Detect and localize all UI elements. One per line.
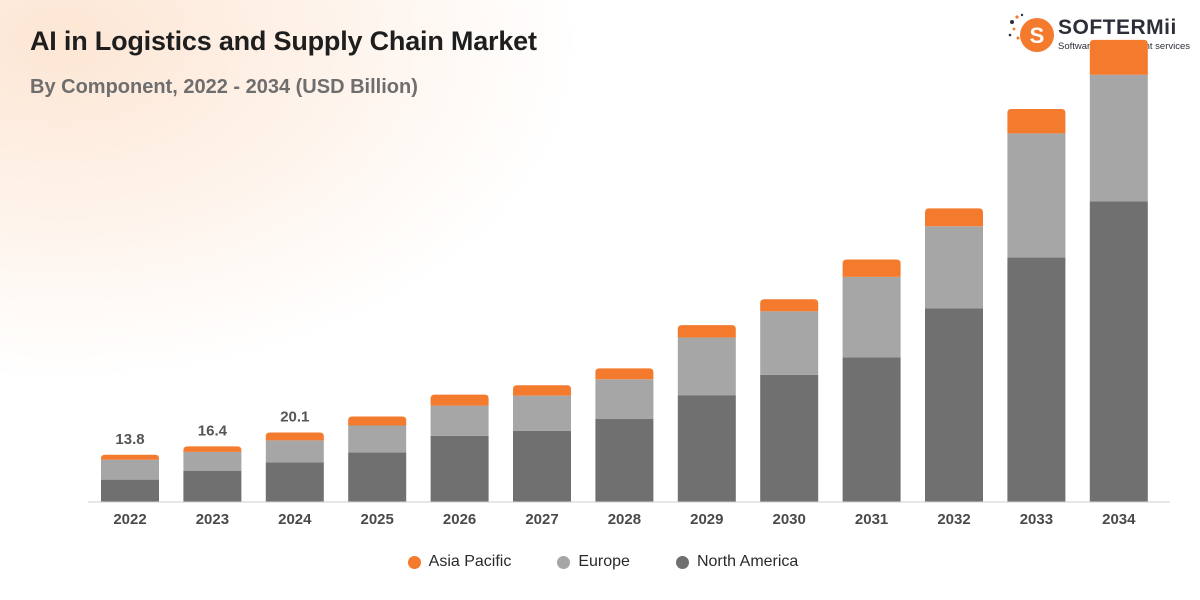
x-tick-label-2023: 2023	[196, 511, 229, 528]
x-tick-label-2030: 2030	[773, 511, 806, 528]
bar-segment-europe-2026	[430, 405, 489, 436]
data-label-2022: 13.8	[115, 431, 144, 448]
bar-segment-europe-2031	[842, 276, 901, 358]
bar-segment-north-america-2034	[1089, 201, 1148, 502]
bar-segment-europe-2022	[101, 459, 159, 480]
bar-segment-asia-pacific-2023	[183, 446, 242, 452]
bar-segment-north-america-2022	[101, 479, 159, 502]
bar-segment-europe-2023	[183, 451, 242, 471]
legend-swatch	[557, 555, 571, 569]
logo-mark-icon: S	[1008, 13, 1054, 52]
x-tick-label-2028: 2028	[608, 511, 641, 528]
bar-segment-europe-2024	[265, 440, 324, 463]
legend-swatch	[675, 555, 689, 569]
x-tick-label-2031: 2031	[855, 511, 888, 528]
bar-segment-europe-2032	[925, 226, 983, 309]
data-labels: 13.8 16.4 20.1	[115, 408, 309, 447]
bar-segment-asia-pacific-2022	[101, 454, 159, 460]
bar-segment-north-america-2025	[348, 452, 407, 502]
chart-subtitle: By Component, 2022 - 2034 (USD Billion)	[30, 76, 418, 98]
bar-segment-north-america-2033	[1007, 257, 1066, 502]
bar-segment-north-america-2024	[265, 462, 324, 502]
bar-segment-asia-pacific-2029	[677, 325, 736, 338]
x-tick-label-2026: 2026	[443, 511, 476, 528]
bar-segment-north-america-2023	[183, 470, 242, 502]
bar-segment-europe-2030	[760, 311, 819, 375]
bar-segment-asia-pacific-2032	[925, 208, 983, 227]
bar-segment-north-america-2031	[842, 357, 901, 502]
bar-segment-asia-pacific-2024	[265, 432, 324, 441]
x-tick-label-2032: 2032	[937, 511, 970, 528]
bar-segment-north-america-2029	[677, 395, 736, 502]
legend-label: Asia Pacific	[428, 553, 512, 570]
bar-segment-asia-pacific-2025	[348, 416, 407, 426]
bars-group	[101, 39, 1148, 502]
brand-name: SOFTERMii	[1058, 16, 1177, 39]
bar-segment-europe-2025	[348, 425, 407, 453]
legend-item-europe: Europe	[557, 553, 630, 571]
svg-text:S: S	[1030, 23, 1045, 48]
x-tick-label-2027: 2027	[525, 511, 558, 528]
x-tick-label-2033: 2033	[1020, 511, 1053, 528]
bar-segment-asia-pacific-2033	[1007, 108, 1066, 134]
bar-segment-europe-2029	[677, 337, 736, 396]
x-tick-labels: 2022 2023 2024 2025 2026 2027 2028 2029 2030 2031…	[113, 511, 1136, 528]
bar-segment-asia-pacific-2026	[430, 394, 489, 406]
bar-segment-europe-2028	[595, 379, 654, 420]
x-tick-label-2022: 2022	[113, 511, 146, 528]
x-tick-label-2034: 2034	[1102, 511, 1136, 528]
x-tick-label-2029: 2029	[690, 511, 723, 528]
chart-title: AI in Logistics and Supply Chain Market	[30, 26, 537, 56]
legend-label: Europe	[578, 553, 630, 570]
bar-segment-asia-pacific-2028	[595, 368, 654, 380]
legend-item-asia-pacific: Asia Pacific	[407, 553, 512, 571]
stacked-bar-chart: 2022 2023 2024 2025 2026 2027 2028 2029 2030 2031…	[88, 39, 1170, 528]
bar-segment-north-america-2030	[760, 374, 819, 502]
x-tick-label-2025: 2025	[361, 511, 394, 528]
legend-label: North America	[696, 553, 799, 570]
bar-segment-north-america-2026	[430, 435, 489, 502]
data-label-2024: 20.1	[280, 408, 309, 425]
bar-segment-asia-pacific-2034	[1089, 39, 1148, 75]
data-label-2023: 16.4	[198, 422, 228, 439]
bar-segment-north-america-2027	[513, 430, 571, 502]
bar-segment-asia-pacific-2031	[842, 259, 901, 277]
x-tick-label-2024: 2024	[278, 511, 312, 528]
legend-item-north-america: North America	[675, 553, 799, 571]
bar-segment-asia-pacific-2030	[760, 299, 819, 312]
chart-legend: Asia Pacific Europe North America	[0, 553, 1200, 571]
bar-segment-europe-2033	[1007, 133, 1066, 258]
bar-segment-asia-pacific-2027	[513, 385, 571, 396]
bar-segment-europe-2027	[513, 395, 571, 431]
bar-segment-north-america-2032	[925, 308, 983, 502]
legend-swatch	[407, 555, 421, 569]
bar-segment-europe-2034	[1089, 74, 1148, 202]
bar-segment-north-america-2028	[595, 419, 654, 502]
